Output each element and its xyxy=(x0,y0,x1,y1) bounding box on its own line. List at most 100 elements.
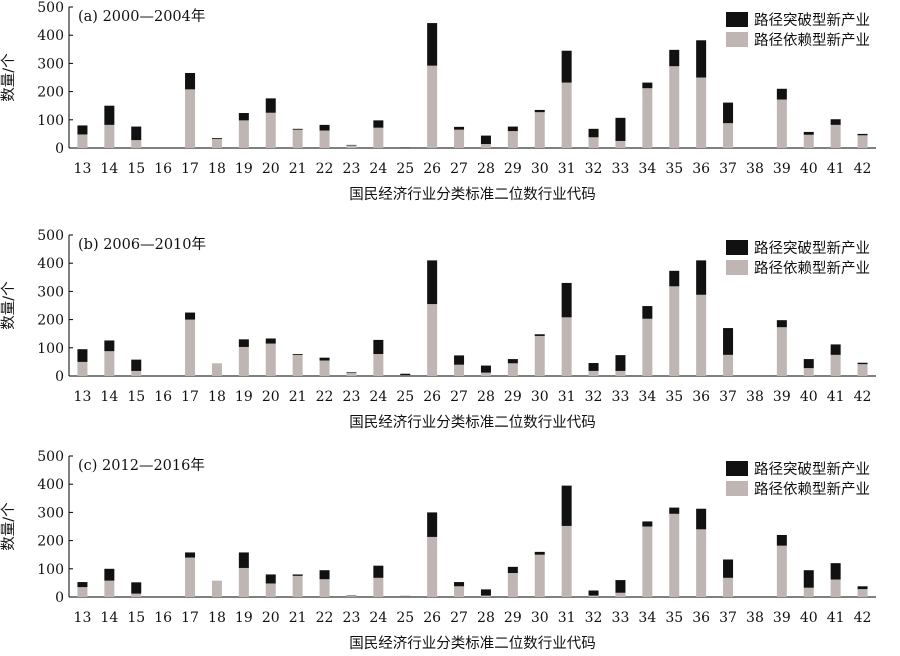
bar-path-dependent xyxy=(131,370,142,376)
bar-path-dependent xyxy=(292,354,303,376)
bar-path-dependent xyxy=(427,65,438,148)
bar-path-breakthrough xyxy=(373,120,384,128)
x-tick-label: 41 xyxy=(827,161,845,177)
bar-path-dependent xyxy=(427,304,438,376)
x-tick-label: 22 xyxy=(316,161,334,177)
x-tick-label: 19 xyxy=(235,161,253,177)
x-tick-label: 20 xyxy=(262,161,280,177)
bar-path-dependent xyxy=(480,144,491,148)
bar-path-breakthrough xyxy=(454,126,465,130)
bar-path-breakthrough xyxy=(830,563,841,580)
bar-path-dependent xyxy=(319,130,330,148)
bar-path-breakthrough xyxy=(185,312,196,320)
y-tick-label: 0 xyxy=(55,141,64,157)
bar-path-dependent xyxy=(104,351,115,376)
bar-path-breakthrough xyxy=(669,270,680,287)
y-tick-label: 400 xyxy=(37,28,64,44)
bar-path-dependent xyxy=(723,354,734,376)
bar-path-dependent xyxy=(292,575,303,597)
legend-swatch-dependent xyxy=(726,481,748,496)
x-tick-label: 22 xyxy=(316,610,334,626)
bar-path-dependent xyxy=(588,137,599,148)
x-tick-label: 17 xyxy=(181,610,199,626)
bar-path-dependent xyxy=(131,593,142,597)
bar-path-dependent xyxy=(400,596,411,597)
bar-path-breakthrough xyxy=(427,260,438,305)
bar-path-breakthrough xyxy=(346,595,357,597)
x-tick-label: 25 xyxy=(396,389,414,405)
bar-path-breakthrough xyxy=(238,113,249,121)
bar-path-breakthrough xyxy=(400,373,411,376)
bar-path-dependent xyxy=(104,124,115,148)
legend-swatch-breakthrough xyxy=(726,461,748,476)
bar-path-breakthrough xyxy=(454,582,465,587)
x-tick-label: 27 xyxy=(450,610,468,626)
x-tick-label: 35 xyxy=(665,161,683,177)
bar-path-breakthrough xyxy=(696,40,707,78)
bar-path-breakthrough xyxy=(319,570,330,580)
bar-path-breakthrough xyxy=(723,328,734,355)
y-tick-label: 100 xyxy=(37,113,64,129)
bar-path-dependent xyxy=(588,595,599,597)
bar-path-dependent xyxy=(507,363,518,376)
bar-path-dependent xyxy=(615,140,626,148)
x-tick-label: 15 xyxy=(127,389,145,405)
bar-path-breakthrough xyxy=(561,50,572,83)
x-tick-label: 26 xyxy=(423,389,441,405)
y-tick-label: 300 xyxy=(37,505,64,521)
y-axis-label: 数量/个 xyxy=(0,502,17,551)
x-tick-label: 22 xyxy=(316,389,334,405)
bar-path-dependent xyxy=(454,364,465,376)
bar-path-breakthrough xyxy=(588,363,599,371)
bar-path-dependent xyxy=(588,370,599,376)
bar-path-dependent xyxy=(480,372,491,376)
y-tick-label: 300 xyxy=(37,56,64,72)
bar-path-dependent xyxy=(77,361,88,376)
x-tick-label: 23 xyxy=(343,610,361,626)
bar-path-breakthrough xyxy=(265,574,276,584)
bar-path-breakthrough xyxy=(185,552,196,558)
panel-title: (b) 2006—2010年 xyxy=(78,236,206,253)
bar-path-dependent xyxy=(615,592,626,597)
bar-path-breakthrough xyxy=(669,49,680,67)
bar-path-breakthrough xyxy=(185,72,196,90)
x-tick-label: 35 xyxy=(665,610,683,626)
x-tick-label: 21 xyxy=(289,161,307,177)
bar-path-dependent xyxy=(454,586,465,597)
y-tick-label: 0 xyxy=(55,590,64,606)
x-tick-label: 37 xyxy=(719,161,737,177)
bar-path-dependent xyxy=(642,318,653,376)
bar-path-breakthrough xyxy=(507,566,518,574)
x-tick-label: 37 xyxy=(719,389,737,405)
bar-path-breakthrough xyxy=(857,586,868,590)
bar-path-breakthrough xyxy=(238,552,249,568)
bar-path-breakthrough xyxy=(803,359,814,369)
bar-path-breakthrough xyxy=(776,534,787,546)
y-tick-label: 400 xyxy=(37,477,64,493)
bar-path-dependent xyxy=(185,557,196,597)
bar-path-dependent xyxy=(830,124,841,148)
x-tick-label: 13 xyxy=(74,610,92,626)
bar-path-breakthrough xyxy=(588,590,599,596)
x-tick-label: 28 xyxy=(477,610,495,626)
bar-path-dependent xyxy=(561,317,572,376)
x-tick-label: 34 xyxy=(638,610,656,626)
bar-path-dependent xyxy=(211,580,222,597)
bar-path-dependent xyxy=(669,286,680,376)
x-tick-label: 42 xyxy=(854,161,872,177)
bar-path-dependent xyxy=(373,127,384,148)
legend-swatch-breakthrough xyxy=(726,240,748,255)
bar-path-dependent xyxy=(480,595,491,597)
x-tick-label: 23 xyxy=(343,161,361,177)
bar-path-breakthrough xyxy=(373,565,384,578)
bar-path-breakthrough xyxy=(615,117,626,141)
bar-path-dependent xyxy=(830,579,841,597)
x-tick-label: 34 xyxy=(638,389,656,405)
bar-path-breakthrough xyxy=(77,582,88,588)
bar-path-dependent xyxy=(696,294,707,376)
x-tick-label: 24 xyxy=(369,389,387,405)
chart-panel-2: 0 100 200 300 400 500 13 14 15 16 17 18 19 20 21 22 23 24… xyxy=(0,228,876,431)
bar-path-breakthrough xyxy=(857,362,868,365)
x-tick-label: 17 xyxy=(181,389,199,405)
bar-path-breakthrough xyxy=(615,580,626,593)
